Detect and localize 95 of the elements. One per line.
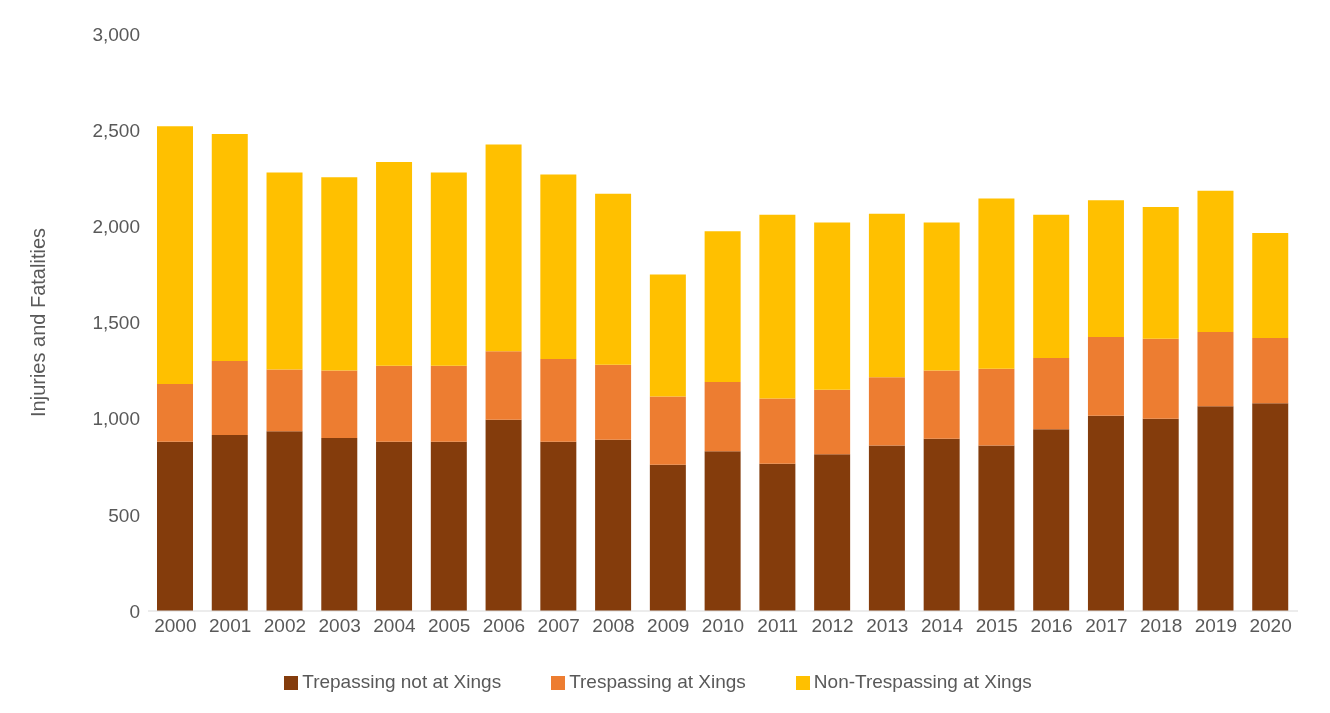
y-axis-title: Injuries and Fatalities <box>27 228 50 417</box>
x-tick-label: 2018 <box>1139 615 1183 637</box>
bar <box>157 384 193 442</box>
bar <box>211 134 248 361</box>
bar <box>1142 338 1179 419</box>
x-tick-label: 2010 <box>701 615 745 637</box>
bar <box>1087 200 1124 337</box>
bar <box>1142 207 1179 339</box>
bar <box>649 396 686 465</box>
bar <box>595 364 632 440</box>
bar <box>814 454 851 611</box>
y-tick-label: 3,000 <box>92 23 140 45</box>
y-tick-label: 1,500 <box>92 312 140 334</box>
x-tick-label: 2001 <box>209 615 252 637</box>
bar <box>704 382 741 452</box>
legend-label: Trespassing at Xings <box>569 671 746 692</box>
y-tick-label: 2,000 <box>92 216 140 238</box>
x-tick-label: 2012 <box>811 615 854 637</box>
bar <box>759 214 796 399</box>
bar <box>1087 415 1124 611</box>
bar <box>704 231 741 383</box>
x-tick-label: 2019 <box>1194 615 1237 637</box>
bar <box>1252 403 1289 611</box>
bar <box>157 441 193 611</box>
x-tick-label: 2007 <box>537 615 580 637</box>
x-tick-label: 2014 <box>920 615 964 637</box>
bar <box>814 222 851 390</box>
x-tick-label: 2016 <box>1030 615 1073 637</box>
bar <box>978 198 1015 369</box>
x-tick-label: 2003 <box>318 615 361 637</box>
x-tick-label: 2015 <box>975 615 1018 637</box>
x-tick-label: 2000 <box>154 615 197 637</box>
y-tick-label: 0 <box>129 600 140 622</box>
bar <box>704 451 741 611</box>
bar <box>1033 214 1070 359</box>
bar <box>1033 429 1070 611</box>
bar <box>430 172 467 366</box>
bar <box>1142 418 1179 611</box>
bar <box>1033 358 1070 430</box>
bar <box>978 445 1015 611</box>
bar <box>211 360 248 436</box>
bar <box>321 177 358 371</box>
bar <box>485 419 522 611</box>
bar <box>430 365 467 442</box>
bar <box>923 370 960 439</box>
x-tick-label: 2020 <box>1249 615 1292 637</box>
x-tick-label: 2005 <box>428 615 471 637</box>
bar <box>759 463 796 611</box>
bar <box>1252 337 1289 404</box>
bar <box>868 377 905 446</box>
bar <box>485 144 522 352</box>
bar <box>923 438 960 611</box>
bar <box>540 441 577 611</box>
x-tick-label: 2013 <box>866 615 909 637</box>
bar <box>485 351 522 420</box>
x-tick-label: 2004 <box>373 615 416 637</box>
x-tick-label: 2008 <box>592 615 635 637</box>
bar <box>376 365 413 442</box>
bar <box>540 359 577 442</box>
bar <box>266 431 303 611</box>
y-tick-label: 500 <box>108 504 140 526</box>
bar <box>1197 332 1234 407</box>
bar <box>376 161 413 366</box>
bar <box>595 193 632 365</box>
bar <box>540 174 577 360</box>
bar <box>1252 233 1289 338</box>
x-tick-label: 2017 <box>1085 615 1128 637</box>
bar <box>1197 190 1234 333</box>
bar <box>376 441 413 611</box>
bar <box>759 398 796 464</box>
bar <box>211 435 248 611</box>
x-tick-label: 2002 <box>263 615 307 637</box>
bar <box>1197 406 1234 611</box>
bar <box>321 437 358 611</box>
y-tick-label: 2,500 <box>92 119 140 141</box>
bar <box>266 369 303 432</box>
bar <box>649 464 686 611</box>
bar <box>266 172 303 370</box>
bar <box>1087 336 1124 416</box>
bar <box>430 441 467 611</box>
bar <box>321 370 358 438</box>
bar <box>814 389 851 455</box>
bar <box>868 213 905 378</box>
legend-label: Non-Trespassing at Xings <box>813 671 1032 692</box>
y-tick-label: 1,000 <box>92 408 140 430</box>
bar <box>157 126 193 385</box>
x-tick-label: 2006 <box>482 615 526 637</box>
bar <box>978 368 1015 446</box>
x-tick-label: 2009 <box>647 615 690 637</box>
x-tick-label: 2011 <box>757 615 799 637</box>
legend-label: Trepassing not at Xings <box>302 671 502 692</box>
bar <box>923 222 960 371</box>
bar <box>868 445 905 611</box>
bar <box>649 274 686 397</box>
bar <box>595 439 632 611</box>
